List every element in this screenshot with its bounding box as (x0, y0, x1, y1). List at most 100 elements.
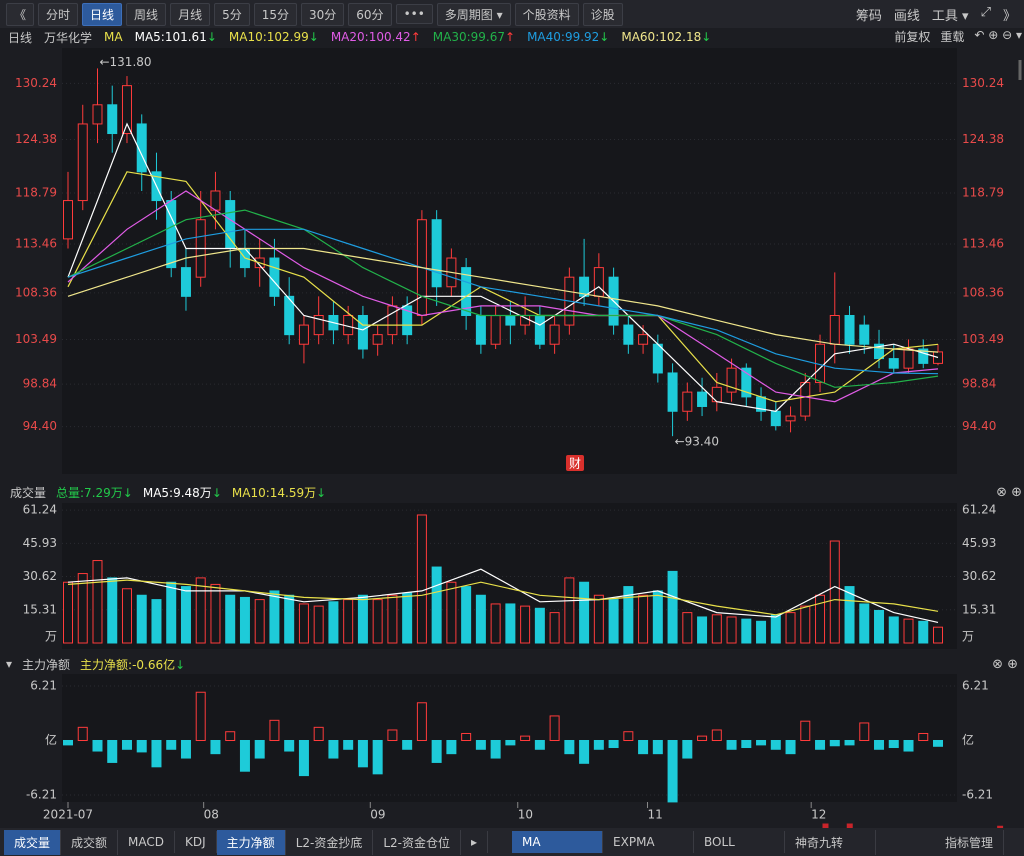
bar (151, 599, 162, 644)
candle-body (372, 334, 383, 345)
header-item: MA5:9.48万↓ (143, 484, 222, 501)
candle-body (667, 372, 678, 412)
candle-body (593, 267, 604, 297)
toolbar-button[interactable]: 60分 (348, 2, 392, 26)
candle-body (933, 351, 943, 364)
toolbar-button[interactable]: 《 (6, 2, 35, 26)
toolbar-button[interactable]: 日线 (82, 2, 123, 26)
tab[interactable]: 成交额 (61, 829, 119, 855)
candle-body (859, 324, 870, 345)
y-tick-label: 30.62 (962, 569, 996, 583)
legend-arrow: ↓ (206, 30, 217, 44)
tab[interactable]: 成交量 (4, 829, 62, 855)
header-text: 主力净额:-0.66亿 (80, 657, 176, 672)
bar (166, 581, 177, 644)
toolbar-button[interactable]: 多周期图 ▾ (436, 2, 511, 26)
bar (328, 601, 339, 644)
bar (756, 740, 767, 746)
toolbar-item[interactable]: 》 (1002, 9, 1016, 24)
y-tick-label: 15.31 (962, 602, 996, 616)
toolbar-item[interactable]: 画线 (893, 9, 920, 24)
unit-label: 亿 (45, 732, 57, 747)
bar (284, 594, 295, 644)
legend-button[interactable]: 前复权 (894, 30, 931, 44)
toolbar-button[interactable]: 5分 (214, 2, 250, 26)
candle-body (461, 267, 472, 316)
legend-icons[interactable]: ↶ ⊕ ⊖ ▾ (974, 28, 1022, 42)
bar (593, 594, 604, 644)
candle-body (63, 200, 73, 240)
bar (136, 740, 147, 753)
tab[interactable]: MACD (118, 831, 176, 853)
toolbar-button[interactable]: 分时 (38, 2, 79, 26)
bar (239, 740, 250, 772)
toolbar-button[interactable]: 诊股 (582, 2, 623, 26)
bar (520, 605, 531, 644)
bar (475, 740, 486, 750)
candle-body (652, 343, 663, 374)
bar (534, 607, 545, 644)
tab[interactable]: MA (512, 831, 604, 853)
tab[interactable]: L2-资金仓位 (373, 829, 461, 855)
bar (770, 614, 781, 644)
toolbar-button[interactable]: 月线 (170, 2, 211, 26)
candle-body (697, 391, 708, 407)
collapse-icon[interactable]: ▾ (6, 657, 13, 671)
bar (136, 594, 147, 644)
bar (298, 740, 309, 777)
bar (800, 720, 811, 742)
candle-body (387, 305, 398, 336)
bar (859, 603, 870, 644)
bar (180, 586, 191, 644)
icons[interactable]: ⊗ ⊕ (996, 484, 1022, 500)
icons[interactable]: ⊗ ⊕ (992, 656, 1018, 672)
tab[interactable]: L2-资金抄底 (286, 829, 374, 855)
bar (697, 735, 708, 742)
bar (564, 577, 575, 644)
tab[interactable]: 主力净额 (216, 829, 286, 855)
candle-body (490, 314, 501, 345)
legend-button[interactable]: 重载 (940, 30, 965, 44)
tab[interactable]: KDJ (175, 831, 217, 853)
toolbar-button[interactable]: 15分 (253, 2, 297, 26)
bar (593, 740, 604, 750)
y-tick-label: 94.40 (23, 419, 57, 433)
toolbar-item[interactable]: ⤢ (980, 5, 991, 20)
price-annotation: ←131.80 (99, 55, 151, 69)
toolbar-item[interactable]: 筹码 (855, 9, 882, 24)
bar (756, 620, 767, 644)
bar (652, 590, 663, 644)
toolbar-item[interactable]: 工具 ▾ (931, 9, 969, 24)
y-tick-label: 103.49 (962, 332, 1004, 346)
legend-item: MA30:99.67↑ (433, 30, 515, 44)
bar (446, 740, 457, 755)
net-header: ▾ 主力净额 主力净额:-0.66亿↓ ⊗ ⊕ (0, 655, 1024, 673)
bar (564, 740, 575, 755)
tab[interactable]: BOLL (694, 831, 786, 853)
tab[interactable]: ▸ (461, 831, 489, 853)
tab[interactable]: EXPMA (603, 831, 695, 853)
x-tick-label: 11 (648, 808, 663, 822)
tab[interactable]: 神奇九转 (785, 829, 877, 855)
y-tick-label: 98.84 (962, 377, 996, 391)
ma-line (67, 568, 939, 623)
y-tick-label: 113.46 (15, 237, 57, 251)
legend-item: MA60:102.18↓ (621, 30, 711, 44)
toolbar-button[interactable]: 周线 (126, 2, 167, 26)
y-tick-label: -6.21 (962, 787, 993, 801)
tab[interactable]: 指标管理 (935, 829, 1004, 855)
candle-body (711, 386, 722, 403)
toolbar-button[interactable]: ••• (395, 4, 433, 24)
bar (859, 722, 870, 742)
bar (254, 740, 265, 759)
legend-text: MA30:99.67 (432, 30, 505, 44)
candle-body (180, 267, 191, 297)
header-arrow: ↓ (211, 485, 222, 500)
toolbar-button[interactable]: 个股资料 (514, 2, 579, 26)
y-tick-label: 108.36 (962, 285, 1004, 299)
bar (785, 740, 796, 755)
bar (741, 618, 752, 644)
candle-body (284, 295, 295, 336)
toolbar-button[interactable]: 30分 (301, 2, 345, 26)
